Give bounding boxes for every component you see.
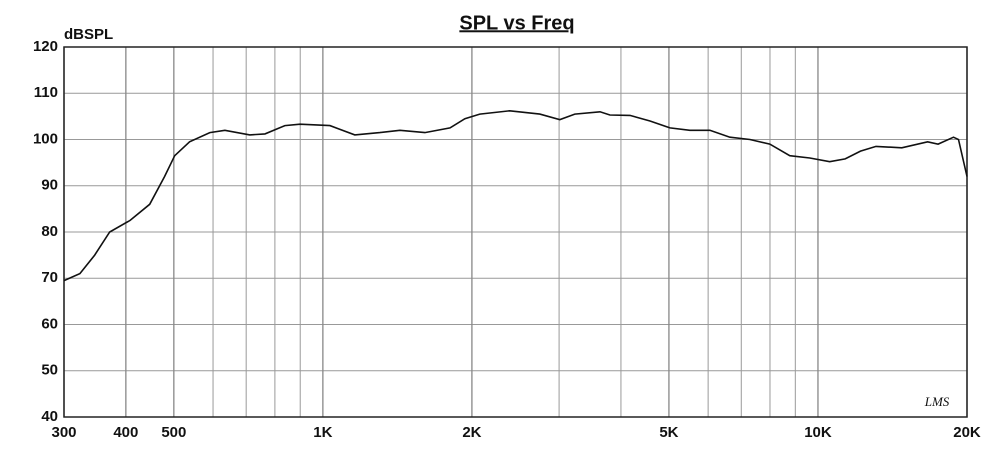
- x-tick-label: 2K: [462, 424, 481, 441]
- y-tick-label: 50: [41, 362, 58, 379]
- x-tick-label: 1K: [313, 424, 332, 441]
- y-axis-label: dBSPL: [64, 26, 113, 43]
- x-tick-label: 20K: [953, 424, 981, 441]
- line: [63, 109, 968, 282]
- x-tick-label: 500: [161, 424, 186, 441]
- y-tick-label: 100: [33, 130, 58, 147]
- chart-title: SPL vs Freq: [459, 12, 574, 34]
- y-tick-label: 90: [41, 177, 58, 194]
- y-tick-label: 110: [34, 84, 58, 101]
- x-tick-label: 300: [51, 424, 76, 441]
- y-tick-label: 80: [41, 223, 58, 240]
- plot-frame: [63, 46, 968, 418]
- y-tick-label: 60: [41, 315, 58, 332]
- x-tick-label: 5K: [659, 424, 678, 441]
- x-tick-label: 10K: [804, 424, 832, 441]
- y-tick-label: 70: [41, 269, 58, 286]
- annotation: LMS: [924, 394, 950, 409]
- x-tick-label: 400: [113, 424, 138, 441]
- y-tick-label: 40: [41, 408, 58, 425]
- y-tick-label: 120: [33, 38, 58, 55]
